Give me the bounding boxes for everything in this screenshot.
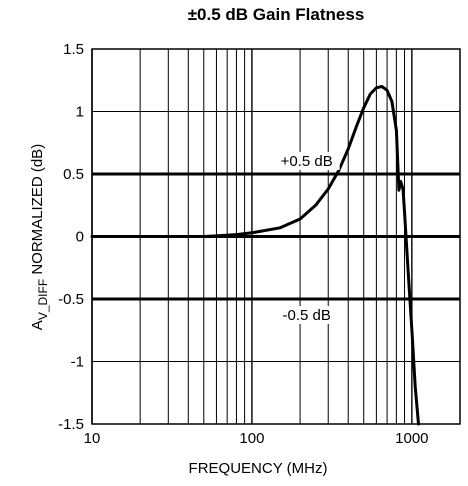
reference-label: +0.5 dB bbox=[281, 153, 333, 170]
reference-label: -0.5 dB bbox=[283, 307, 331, 324]
x-axis-label: FREQUENCY (MHz) bbox=[189, 460, 328, 477]
y-tick-label: 1 bbox=[76, 104, 84, 121]
reference-label-group: +0.5 dB bbox=[273, 152, 340, 170]
y-tick-label: 0 bbox=[76, 229, 84, 246]
x-tick-label: 100 bbox=[239, 430, 264, 447]
y-tick-label: 1.5 bbox=[63, 41, 84, 58]
tick-labels: -1.5 -1 -0.5 0 0.5 1 1.5 10 100 1000 bbox=[58, 41, 428, 447]
series-line bbox=[90, 85, 420, 426]
chart-title: ±0.5 dB Gain Flatness bbox=[188, 5, 365, 24]
y-tick-label: -1 bbox=[71, 354, 84, 371]
reference-label-bg bbox=[273, 306, 340, 324]
x-tick-label: 1000 bbox=[395, 430, 428, 447]
annotations: +0.5 dB -0.5 dB bbox=[273, 152, 340, 324]
y-tick-label: -0.5 bbox=[58, 291, 84, 308]
reference-label-group: -0.5 dB bbox=[273, 306, 340, 324]
plot-frame bbox=[91, 48, 461, 425]
y-axis-label: AV_DIFF NORMALIZED (dB) bbox=[29, 144, 50, 330]
y-tick-label: 0.5 bbox=[63, 166, 84, 183]
reference-label-bg bbox=[273, 152, 340, 170]
y-tick-label: -1.5 bbox=[58, 416, 84, 433]
x-tick-label: 10 bbox=[84, 430, 101, 447]
series bbox=[90, 85, 420, 426]
